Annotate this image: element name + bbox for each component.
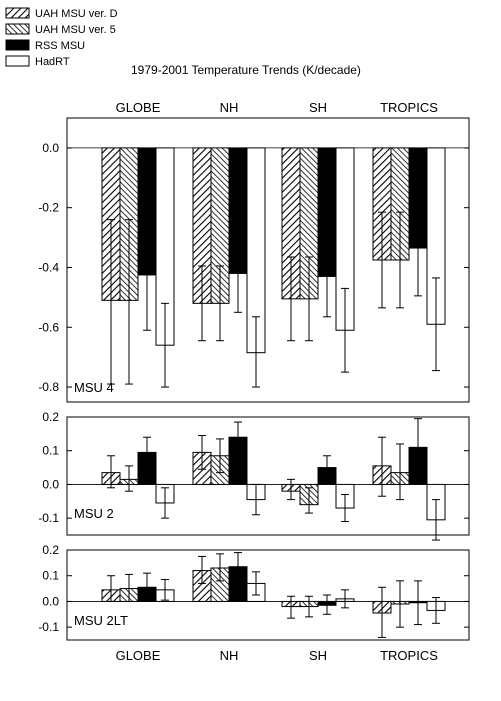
legend-label-hadrt: HadRT bbox=[35, 56, 70, 68]
plot-frame bbox=[66, 549, 470, 641]
legend-label-uah-5: UAH MSU ver. 5 bbox=[35, 24, 116, 36]
y-tick-label: 0.0 bbox=[42, 477, 59, 491]
y-tick-label: 0.2 bbox=[42, 543, 59, 557]
y-tick-label: -0.6 bbox=[38, 320, 59, 334]
legend-label-uah-d: UAH MSU ver. D bbox=[35, 8, 118, 20]
y-tick-label: -0.1 bbox=[38, 511, 59, 525]
category-label-tropics: TROPICS bbox=[380, 100, 438, 115]
category-label-sh: SH bbox=[309, 100, 327, 115]
panel-msu-2lt: 0.2 0.1 0.0 -0.1 MSU 2LT bbox=[38, 543, 470, 641]
legend-label-rss: RSS MSU bbox=[35, 40, 85, 52]
y-tick-label: -0.8 bbox=[38, 380, 59, 394]
chart-title: 1979-2001 Temperature Trends (K/decade) bbox=[131, 63, 361, 77]
legend-swatch-uah-d bbox=[5, 7, 30, 19]
y-tick-label: 0.0 bbox=[42, 594, 59, 608]
plot-frame bbox=[66, 117, 470, 403]
panel-label: MSU 2LT bbox=[74, 613, 128, 628]
legend: UAH MSU ver. D UAH MSU ver. 5 RSS MSU Ha… bbox=[5, 7, 118, 68]
y-tick-label: 0.1 bbox=[42, 569, 59, 583]
panel-label: MSU 2 bbox=[74, 506, 114, 521]
category-label-sh: SH bbox=[309, 648, 327, 663]
y-tick-label: -0.2 bbox=[38, 201, 59, 215]
legend-swatch-uah-5 bbox=[5, 23, 30, 35]
category-label-nh: NH bbox=[220, 648, 239, 663]
y-tick-label: -0.1 bbox=[38, 620, 59, 634]
y-tick-label: -0.4 bbox=[38, 260, 59, 274]
plot-frame bbox=[66, 416, 470, 536]
panel-msu-2: 0.2 0.1 0.0 -0.1 MSU 2 bbox=[38, 410, 470, 541]
top-category-labels: GLOBE NH SH TROPICS bbox=[116, 100, 439, 115]
legend-swatch-rss bbox=[5, 39, 30, 51]
panel-msu-4: 0.0 -0.2 -0.4 -0.6 -0.8 MSU 4 bbox=[38, 117, 470, 403]
y-tick-label: 0.2 bbox=[42, 410, 59, 424]
y-tick-label: 0.0 bbox=[42, 141, 59, 155]
legend-swatch-hadrt bbox=[5, 55, 30, 67]
y-tick-label: 0.1 bbox=[42, 444, 59, 458]
category-label-globe: GLOBE bbox=[116, 648, 161, 663]
category-label-tropics: TROPICS bbox=[380, 648, 438, 663]
category-label-nh: NH bbox=[220, 100, 239, 115]
bottom-category-labels: GLOBE NH SH TROPICS bbox=[116, 648, 439, 663]
panel-label: MSU 4 bbox=[74, 380, 114, 395]
category-label-globe: GLOBE bbox=[116, 100, 161, 115]
